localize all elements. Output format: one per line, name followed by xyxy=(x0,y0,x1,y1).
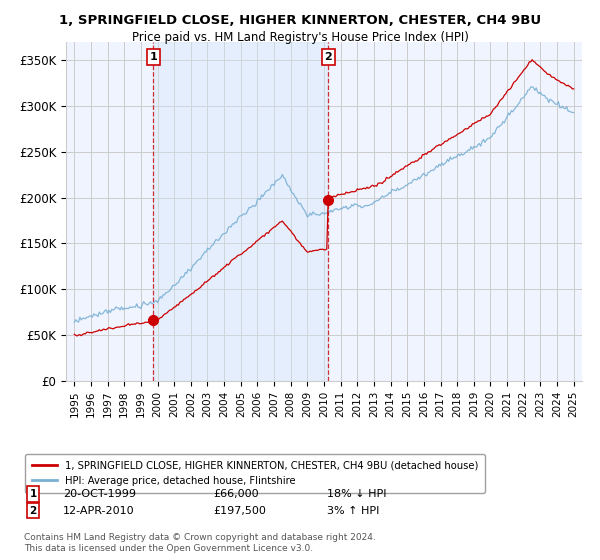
Text: 18% ↓ HPI: 18% ↓ HPI xyxy=(327,489,386,499)
Text: 3% ↑ HPI: 3% ↑ HPI xyxy=(327,506,379,516)
Text: 1: 1 xyxy=(149,52,157,62)
Text: 1: 1 xyxy=(29,489,37,499)
Text: £66,000: £66,000 xyxy=(213,489,259,499)
Text: 20-OCT-1999: 20-OCT-1999 xyxy=(63,489,136,499)
Text: £197,500: £197,500 xyxy=(213,506,266,516)
Text: 2: 2 xyxy=(324,52,332,62)
Bar xyxy=(154,42,328,381)
Text: Contains HM Land Registry data © Crown copyright and database right 2024.
This d: Contains HM Land Registry data © Crown c… xyxy=(24,534,376,553)
Text: Price paid vs. HM Land Registry's House Price Index (HPI): Price paid vs. HM Land Registry's House … xyxy=(131,31,469,44)
Legend: 1, SPRINGFIELD CLOSE, HIGHER KINNERTON, CHESTER, CH4 9BU (detached house), HPI: : 1, SPRINGFIELD CLOSE, HIGHER KINNERTON, … xyxy=(25,454,485,493)
Text: 12-APR-2010: 12-APR-2010 xyxy=(63,506,134,516)
Text: 2: 2 xyxy=(29,506,37,516)
Text: 1, SPRINGFIELD CLOSE, HIGHER KINNERTON, CHESTER, CH4 9BU: 1, SPRINGFIELD CLOSE, HIGHER KINNERTON, … xyxy=(59,14,541,27)
